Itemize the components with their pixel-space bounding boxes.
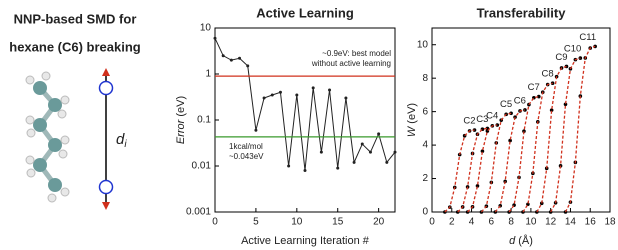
y-tick-label: 10 [417, 39, 429, 50]
y-axis-label-italic: W [406, 125, 418, 137]
x-axis-label: Active Learning Iteration # [241, 235, 370, 247]
curve-label: C8 [541, 69, 553, 80]
fit-line [458, 128, 488, 212]
error-point [238, 57, 241, 60]
error-point [385, 161, 388, 164]
reference-label: 1kcal/mol [229, 142, 263, 151]
y-axis-label: W(eV) [406, 103, 418, 137]
x-tick-label: 10 [291, 217, 303, 228]
x-tick-label: 16 [585, 217, 597, 228]
x-tick-label: 15 [332, 217, 344, 228]
y-tick-label: 1 [205, 69, 211, 80]
error-point [287, 165, 290, 168]
chart-title: Active Learning [256, 5, 354, 20]
curve-label: C6 [514, 95, 526, 106]
y-tick-label: 4 [422, 140, 428, 151]
x-axis-label-italic: d [509, 235, 516, 247]
molecule-panel: NNP-based SMD for hexane (C6) breaking d… [9, 11, 141, 210]
d-subscript: i [124, 139, 127, 150]
reference-label: ~0.9eV: best model [322, 49, 391, 58]
figure: NNP-based SMD for hexane (C6) breaking d… [0, 0, 618, 250]
fit-line [509, 97, 539, 212]
arrow-down [102, 202, 110, 210]
error-point [254, 129, 257, 132]
y-tick-label: 0.001 [186, 207, 211, 218]
x-tick-label: 6 [489, 217, 495, 228]
reference-label: ~0.043eV [229, 152, 264, 161]
y-tick-label: 6 [422, 106, 428, 117]
panel-title-line: NNP-based SMD for [14, 11, 137, 26]
y-tick-label: 2 [422, 173, 428, 184]
x-tick-label: 14 [565, 217, 577, 228]
curve-label: C5 [500, 99, 512, 110]
error-point [320, 151, 323, 154]
error-point [230, 59, 233, 62]
x-tick-label: 10 [525, 217, 537, 228]
y-axis-label-unit: (eV) [175, 96, 187, 117]
curve-label: C10 [564, 44, 581, 55]
error-point [312, 86, 315, 89]
error-point [222, 54, 225, 57]
fit-line [551, 58, 581, 212]
error-point [361, 143, 364, 146]
x-axis-label-unit: (Å) [518, 234, 533, 247]
x-tick-label: 18 [604, 217, 616, 228]
y-tick-label: 0.01 [192, 161, 212, 172]
y-tick-label: 10 [200, 23, 212, 34]
error-point [336, 167, 339, 170]
fit-line [445, 130, 475, 212]
arrow-up [102, 68, 110, 76]
plot-frame [432, 28, 610, 212]
curve-label: C7 [528, 82, 540, 93]
chart-title: Transferability [477, 5, 567, 20]
fit-line [537, 66, 567, 212]
x-tick-label: 12 [545, 217, 557, 228]
error-point [353, 161, 356, 164]
fit-line [495, 110, 525, 212]
error-point [304, 169, 307, 172]
error-point [214, 37, 217, 40]
x-tick-label: 0 [212, 217, 218, 228]
x-tick-label: 8 [508, 217, 514, 228]
error-point [295, 93, 298, 96]
y-tick-label: 8 [422, 73, 428, 84]
error-point [344, 97, 347, 100]
y-tick-label: 0.1 [197, 115, 211, 126]
y-axis-label: Error(eV) [175, 96, 187, 144]
pull-point [100, 82, 113, 95]
error-point [246, 64, 249, 67]
panel-title-line: hexane (C6) breaking [9, 39, 141, 54]
x-axis-label: d(Å) [509, 234, 533, 247]
x-tick-label: 2 [449, 217, 455, 228]
error-point [263, 97, 266, 100]
error-point [279, 91, 282, 94]
distance-label: di [116, 131, 127, 150]
pull-point [100, 181, 113, 194]
y-tick-label: 0 [422, 207, 428, 218]
reference-label: without active learning [311, 59, 391, 68]
error-point [394, 151, 397, 154]
x-tick-label: 20 [373, 217, 385, 228]
y-axis-label-unit: (eV) [406, 103, 418, 124]
curve-label: C11 [579, 32, 596, 43]
x-tick-label: 5 [253, 217, 259, 228]
error-point [271, 93, 274, 96]
error-point [369, 151, 372, 154]
error-point [377, 132, 380, 135]
error-point [328, 88, 331, 91]
curve-label: C2 [463, 116, 475, 127]
x-tick-label: 0 [429, 217, 435, 228]
y-axis-label-italic: Error [175, 118, 187, 144]
x-tick-label: 4 [469, 217, 475, 228]
curve-label: C4 [486, 111, 498, 122]
